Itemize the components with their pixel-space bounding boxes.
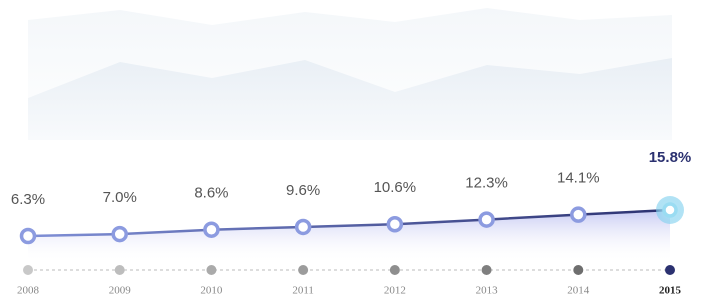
x-tick-label: 2014 [567,285,590,297]
chart: 6.3% 2008 7.0% 2009 8.6% 2010 9.6% 2011 10.6% 201… [0,0,707,305]
value-label: 14.1% [557,170,600,187]
timeline-dot [115,265,125,275]
x-tick-label: 2015 [659,285,682,297]
timeline-dot [665,265,675,275]
timeline-dot [390,265,400,275]
value-label: 10.6% [374,179,417,196]
point [664,204,676,216]
point [205,223,218,236]
timeline-dot [206,265,216,275]
timeline-dot [23,265,33,275]
x-tick-label: 2012 [384,285,406,297]
value-label: 15.8% [649,149,692,166]
point [22,230,35,243]
value-label: 7.0% [103,189,137,206]
timeline-dot [573,265,583,275]
point [572,208,585,221]
value-label: 6.3% [11,191,45,208]
value-label: 12.3% [465,175,508,192]
x-tick-label: 2010 [200,285,223,297]
value-label: 9.6% [286,182,320,199]
point [113,228,126,241]
value-label: 8.6% [194,185,228,202]
plot: 6.3% 2008 7.0% 2009 8.6% 2010 9.6% 2011 10.6% 201… [11,149,691,297]
timeline-dot [482,265,492,275]
point [480,213,493,226]
x-tick-label: 2008 [17,285,40,297]
point [297,220,310,233]
x-tick-label: 2011 [292,285,314,297]
point [388,218,401,231]
timeline-dot [298,265,308,275]
x-tick-label: 2009 [109,285,132,297]
page: {"chart_data": {"type": "line", "categor… [0,0,707,305]
x-tick-label: 2013 [476,285,499,297]
